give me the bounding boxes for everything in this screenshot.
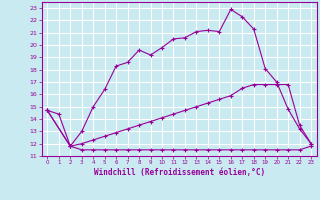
- X-axis label: Windchill (Refroidissement éolien,°C): Windchill (Refroidissement éolien,°C): [94, 168, 265, 177]
